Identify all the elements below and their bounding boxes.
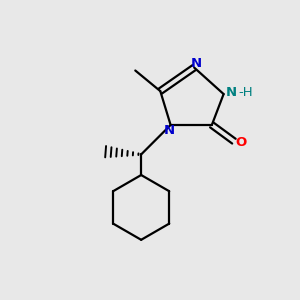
Text: N: N [191,57,202,70]
Text: N: N [225,86,236,99]
Text: -H: -H [238,86,253,99]
Text: O: O [236,136,247,149]
Text: N: N [164,124,175,137]
